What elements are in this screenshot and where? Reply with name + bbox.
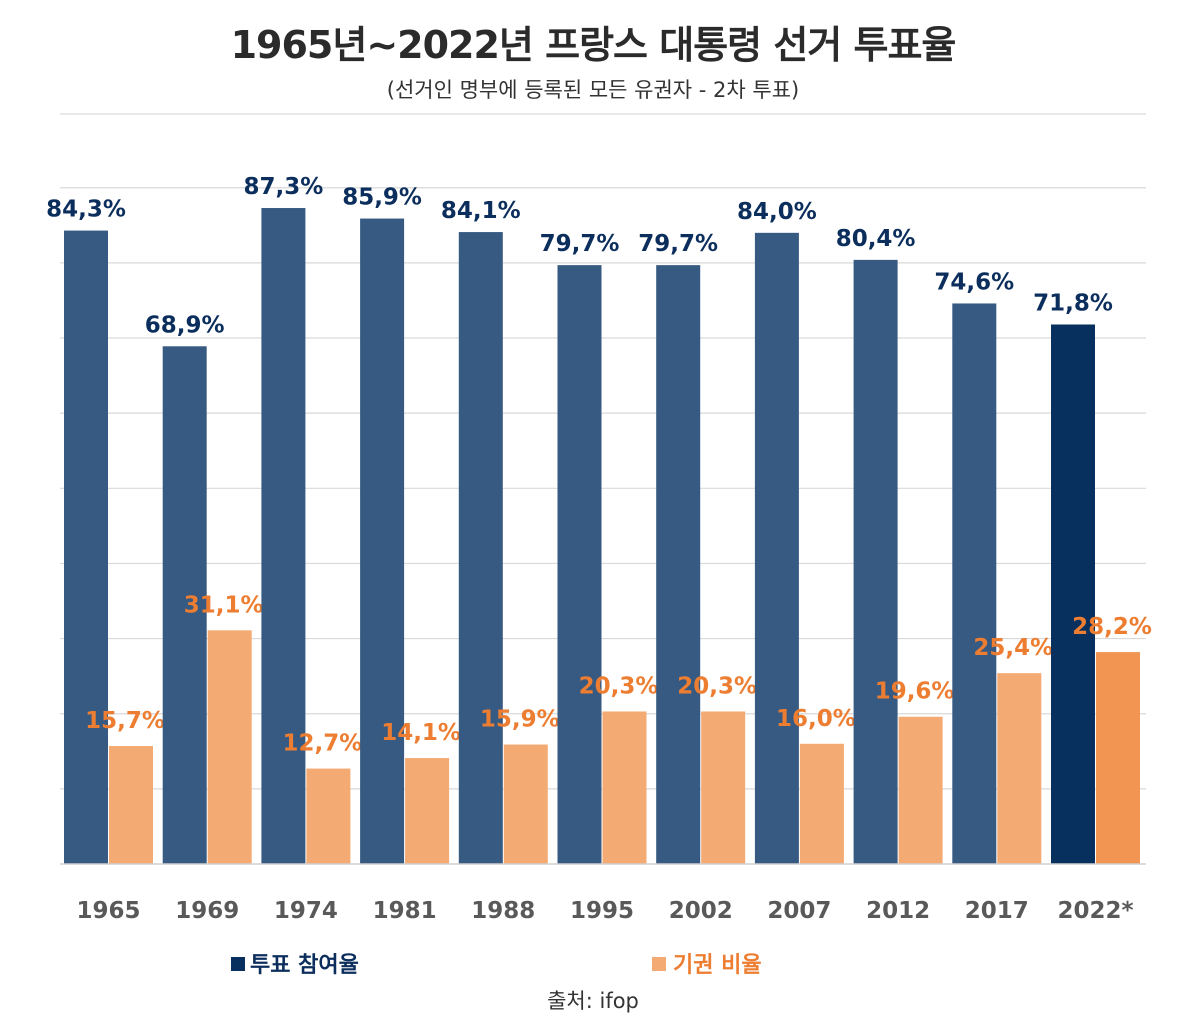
data-label-turnout: 68,9% [145,312,225,338]
bar-abstention-1965 [109,746,153,864]
data-label-turnout: 80,4% [836,226,916,252]
bar-abstention-2012 [898,716,943,864]
data-label-turnout: 79,7% [540,231,620,257]
data-label-abstention: 19,6% [875,679,955,705]
x-tick-label: 2007 [767,898,831,924]
x-tick-label: 1995 [570,898,634,924]
data-label-abstention: 25,4% [973,635,1053,661]
bar-abstention-2022 [1096,652,1140,864]
data-label-turnout: 84,3% [46,197,126,223]
data-label-abstention: 31,1% [184,592,264,618]
data-label-turnout: 74,6% [934,269,1014,295]
data-label-turnout: 84,1% [441,198,521,224]
x-tick-label: 2017 [965,898,1029,924]
data-label-turnout: 71,8% [1033,290,1113,316]
x-tick-label: 1974 [274,898,338,924]
x-tick-label: 2002 [669,898,733,924]
data-label-abstention: 20,3% [677,673,757,699]
x-tick-label: 1969 [175,898,239,924]
data-label-turnout: 84,0% [737,199,817,225]
x-tick-label: 2012 [866,898,930,924]
data-label-abstention: 16,0% [776,706,856,732]
data-label-abstention: 20,3% [579,673,659,699]
bar-turnout-2002 [656,265,701,865]
x-tick-label: 1988 [471,898,535,924]
data-label-turnout: 87,3% [244,174,324,200]
bar-turnout-1995 [557,265,602,865]
bar-turnout-1965 [64,230,108,864]
legend-swatch-turnout [231,957,245,971]
bar-turnout-1988 [458,232,503,864]
bar-turnout-2007 [754,232,799,865]
data-label-turnout: 85,9% [342,185,422,211]
bar-abstention-2002 [701,711,746,864]
chart-title: 1965년~2022년 프랑스 대통령 선거 투표율 [230,23,957,67]
bar-turnout-2022 [1051,324,1095,864]
x-tick-label: 1965 [76,898,140,924]
source-note: 출처: ifop [547,989,639,1013]
legend-label-turnout: 투표 참여율 [250,953,359,978]
bar-abstention-1995 [602,711,647,864]
data-label-abstention: 28,2% [1072,614,1152,640]
bar-abstention-2017 [997,673,1042,864]
bar-abstention-1981 [405,758,450,864]
data-label-abstention: 15,7% [85,708,165,734]
data-label-abstention: 12,7% [283,731,363,757]
bar-turnout-2017 [952,303,997,865]
x-tick-label: 2022* [1057,898,1133,924]
x-tick-label: 1981 [373,898,437,924]
chart-subtitle: (선거인 명부에 등록된 모든 유권자 - 2차 투표) [386,78,800,102]
bar-turnout-1969 [162,346,207,864]
data-label-abstention: 15,9% [480,707,560,733]
bar-abstention-1974 [306,768,351,864]
data-label-abstention: 14,1% [381,720,461,746]
bar-turnout-1974 [261,208,306,864]
bar-turnout-1981 [360,218,405,865]
bar-turnout-2012 [853,259,898,864]
legend-label-abstention: 기권 비율 [673,953,762,978]
bar-abstention-1969 [207,630,252,864]
data-label-turnout: 79,7% [638,231,718,257]
bar-abstention-2007 [799,743,844,864]
legend-swatch-abstention [652,957,666,971]
bar-abstention-1988 [503,744,548,864]
